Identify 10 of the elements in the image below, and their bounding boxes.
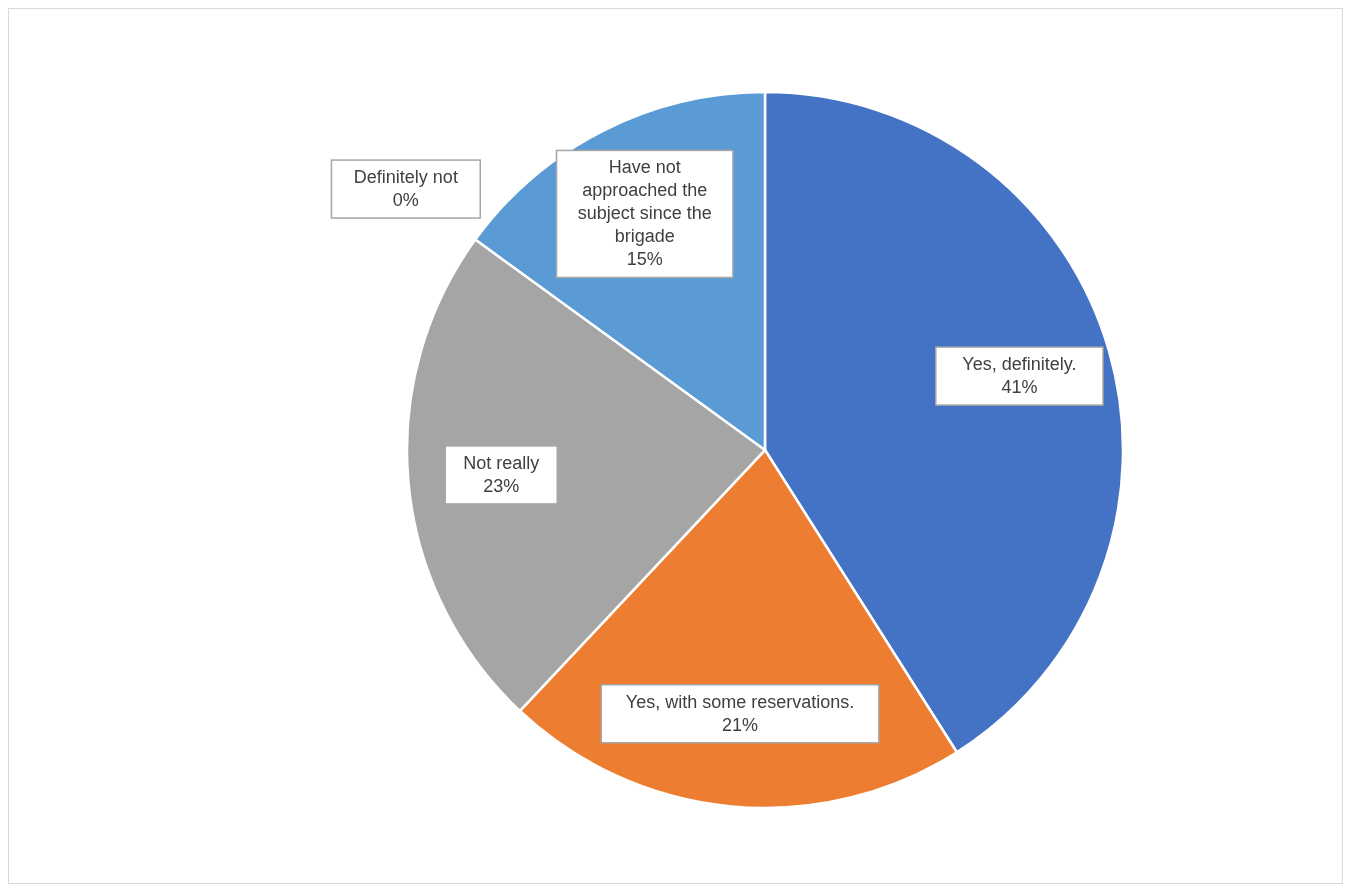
data-label: 15%: [626, 249, 663, 270]
data-label: 23%: [483, 475, 520, 496]
slice-label: Not really: [463, 452, 540, 473]
category-label: Definitely not: [353, 167, 458, 188]
slice-label: Yes, with some reservations.: [625, 691, 855, 712]
text: 0%: [392, 190, 419, 211]
slice-label: Have not approached the subject since the brigade: [577, 157, 712, 247]
slice-label: Yes, definitely.: [962, 354, 1077, 375]
data-label: 21%: [722, 714, 759, 735]
data-label: 41%: [1001, 377, 1038, 398]
